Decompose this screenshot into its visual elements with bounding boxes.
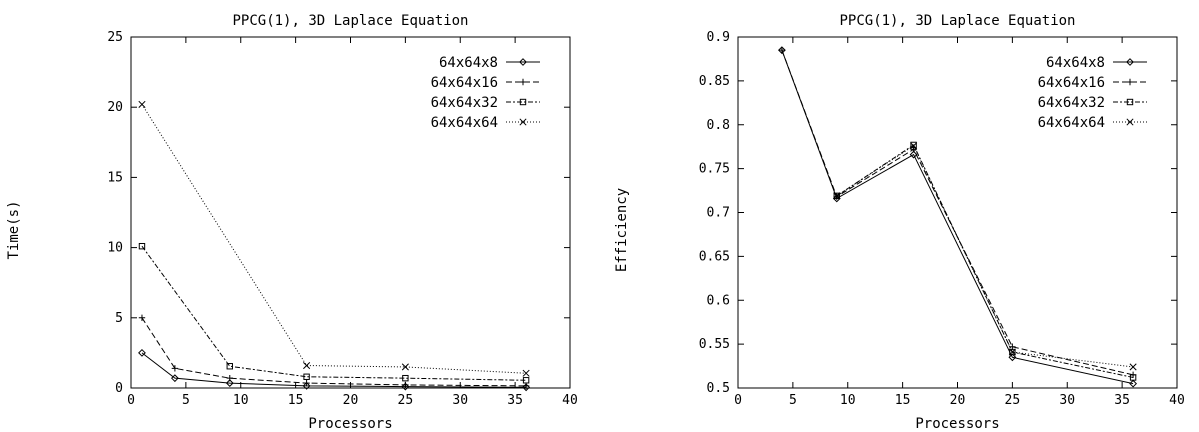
x-tick-label: 20 <box>343 393 359 408</box>
x-tick-label: 20 <box>950 393 966 408</box>
y-axis-label: Time(s) <box>6 200 22 259</box>
x-tick-label: 15 <box>895 393 911 408</box>
x-tick-label: 25 <box>1005 393 1021 408</box>
legend-marker-64x64x8 <box>1126 58 1134 66</box>
x-tick-label: 35 <box>1114 393 1130 408</box>
data-point-64x64x64 <box>401 363 409 371</box>
x-tick-label: 30 <box>1059 393 1075 408</box>
legend-label: 64x64x16 <box>431 75 498 91</box>
data-point-64x64x32 <box>833 192 840 200</box>
x-tick-label: 40 <box>562 393 578 408</box>
data-point-64x64x16 <box>226 374 233 382</box>
data-point-64x64x64 <box>1008 348 1016 356</box>
data-point-64x64x8 <box>138 348 146 357</box>
plot-frame <box>130 36 571 389</box>
data-point-64x64x8 <box>401 382 410 391</box>
x-tick-label: 10 <box>840 393 856 408</box>
x-tick-label: 5 <box>182 393 190 408</box>
x-tick-label: 15 <box>288 393 304 408</box>
plot-frame <box>737 36 1178 389</box>
y-tick-label: 0.5 <box>707 381 730 396</box>
x-tick-label: 10 <box>233 393 249 408</box>
x-tick-label: 35 <box>507 393 523 408</box>
y-axis-label: Efficiency <box>614 188 630 272</box>
data-point-64x64x64 <box>910 142 918 150</box>
data-point-64x64x8 <box>170 374 179 383</box>
data-point-64x64x8 <box>1129 379 1138 388</box>
x-axis-label: Processors <box>308 416 392 432</box>
data-point-64x64x8 <box>909 150 918 159</box>
data-point-64x64x16 <box>303 379 310 387</box>
data-point-64x64x32 <box>402 374 409 382</box>
series-line-64x64x64 <box>141 104 527 374</box>
series-line-64x64x8 <box>141 352 527 388</box>
data-point-64x64x16 <box>171 365 179 372</box>
efficiency-chart: PPCG(1), 3D Laplace Equation 0 5 10 15 20 25 30… <box>614 13 1185 432</box>
y-tick-label: 20 <box>107 100 123 115</box>
y-tick-label: 0.55 <box>699 337 730 352</box>
data-point-64x64x64 <box>522 369 530 377</box>
series-line-64x64x8 <box>781 49 1134 385</box>
chart-title: PPCG(1), 3D Laplace Equation <box>839 13 1075 29</box>
legend-marker-64x64x32 <box>519 98 527 106</box>
data-point-64x64x16 <box>778 46 786 54</box>
legend-marker-64x64x32 <box>1126 98 1134 106</box>
data-point-64x64x32 <box>1129 374 1137 381</box>
series-line-64x64x64 <box>836 145 1134 368</box>
time-chart: PPCG(1), 3D Laplace Equation 0 5 10 15 20 25 30… <box>6 13 578 432</box>
x-tick-label: 25 <box>398 393 414 408</box>
x-axis-label: Processors <box>915 416 999 432</box>
data-point-64x64x32 <box>226 363 233 370</box>
legend-label: 64x64x16 <box>1038 75 1105 91</box>
x-tick-label: 0 <box>127 393 135 408</box>
series-line-64x64x16 <box>141 317 527 387</box>
data-point-64x64x64 <box>303 361 311 370</box>
data-point-64x64x32 <box>910 141 917 149</box>
y-tick-label: 15 <box>107 170 123 185</box>
legend-label: 64x64x32 <box>1038 95 1105 111</box>
legend-label: 64x64x64 <box>431 115 498 131</box>
series-line-64x64x32 <box>836 144 1134 378</box>
x-tick-label: 30 <box>452 393 468 408</box>
data-point-64x64x64 <box>1129 363 1137 371</box>
legend-marker-64x64x64 <box>1126 118 1134 126</box>
y-tick-label: 10 <box>107 241 123 256</box>
y-tick-label: 0 <box>115 381 123 396</box>
data-point-64x64x32 <box>1009 348 1016 356</box>
legend-marker-64x64x64 <box>519 118 527 126</box>
x-tick-label: 0 <box>734 393 742 408</box>
y-tick-label: 0.9 <box>707 30 730 45</box>
legend-marker-64x64x16 <box>1126 78 1134 86</box>
legend-marker-64x64x16 <box>519 78 527 86</box>
legend-label: 64x64x32 <box>431 95 498 111</box>
y-tick-label: 0.65 <box>699 249 730 264</box>
y-tick-label: 0.85 <box>699 74 730 89</box>
legend-label: 64x64x8 <box>1046 55 1105 71</box>
legend-label: 64x64x64 <box>1038 115 1105 131</box>
chart-title: PPCG(1), 3D Laplace Equation <box>232 13 468 29</box>
y-tick-label: 25 <box>107 30 123 45</box>
legend-marker-64x64x8 <box>519 58 527 66</box>
data-point-64x64x16 <box>402 381 409 389</box>
y-tick-label: 0.75 <box>699 162 730 177</box>
x-tick-label: 5 <box>789 393 797 408</box>
x-tick-label: 40 <box>1169 393 1185 408</box>
data-point-64x64x16 <box>138 314 146 321</box>
legend-label: 64x64x8 <box>439 55 498 71</box>
data-point-64x64x8 <box>1008 353 1017 362</box>
y-tick-label: 0.8 <box>707 118 730 133</box>
y-tick-label: 0.7 <box>707 206 730 221</box>
data-point-64x64x64 <box>833 192 841 200</box>
data-point-64x64x32 <box>303 373 310 380</box>
data-point-64x64x64 <box>138 100 146 108</box>
data-point-64x64x32 <box>138 242 146 250</box>
data-point-64x64x32 <box>522 377 530 384</box>
data-point-64x64x8 <box>225 379 234 387</box>
series-line-64x64x32 <box>141 245 527 381</box>
y-tick-label: 0.6 <box>707 293 730 308</box>
data-point-64x64x8 <box>302 381 311 390</box>
y-tick-label: 5 <box>115 311 123 326</box>
data-point-64x64x16 <box>522 382 530 390</box>
